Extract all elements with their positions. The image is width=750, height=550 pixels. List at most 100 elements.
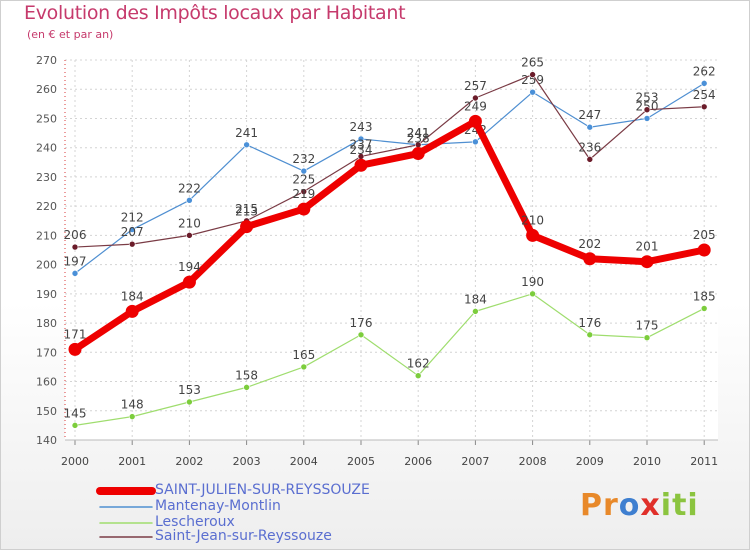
chart-subtitle: (en € et par an) [27,28,114,41]
data-point-mantenay-montlin [529,88,536,96]
data-label-lescheroux: 153 [178,383,201,397]
logo-part-x: x [640,488,661,523]
data-point-mantenay-montlin [71,270,79,277]
data-point-saint-julien-sur-reyssouze [411,147,425,161]
data-point-saint-julien-sur-reyssouze [697,243,711,257]
proxiti-logo: Proxiti [580,488,699,523]
series-line-saint-jean-sur-reyssouze [74,74,705,248]
chart-title: Evolution des Impôts locaux par Habitant [24,2,406,24]
data-label-saint-jean-sur-reyssouze: 207 [121,225,144,239]
data-point-mantenay-montlin [128,226,136,233]
data-label-saint-jean-sur-reyssouze: 253 [636,91,659,105]
y-tick-label: 190 [36,288,57,301]
data-point-lescheroux [71,422,79,429]
data-label-mantenay-montlin: 222 [178,181,201,195]
data-label-mantenay-montlin: 247 [578,108,601,122]
x-tick-label: 2011 [690,455,718,468]
data-label-saint-julien-sur-reyssouze: 234 [350,143,373,157]
data-label-saint-jean-sur-reyssouze: 225 [292,173,315,187]
data-label-saint-julien-sur-reyssouze: 194 [178,260,201,274]
data-point-saint-jean-sur-reyssouze [300,188,308,195]
series-line-mantenay-montlin [74,82,705,274]
data-point-lescheroux [414,372,422,379]
y-tick-label: 210 [36,229,57,242]
x-tick-label: 2007 [461,455,489,468]
logo-part-iti: iti [660,488,699,523]
data-label-saint-julien-sur-reyssouze: 210 [521,213,544,227]
data-point-saint-julien-sur-reyssouze [182,275,196,289]
data-label-saint-julien-sur-reyssouze: 201 [636,240,659,254]
y-tick-label: 170 [36,346,57,359]
data-point-lescheroux [586,331,594,339]
legend-label-lescheroux: Lescheroux [155,514,235,530]
x-tick-label: 2006 [404,455,432,468]
y-tick-label: 150 [36,405,57,418]
y-tick-label: 270 [36,54,57,67]
data-label-lescheroux: 175 [636,319,659,333]
x-tick-label: 2001 [118,455,146,468]
data-point-saint-julien-sur-reyssouze [68,342,82,356]
data-label-saint-julien-sur-reyssouze: 219 [292,187,315,201]
data-label-lescheroux: 158 [235,368,258,382]
y-tick-label: 140 [36,434,57,447]
x-tick-label: 2009 [576,455,604,468]
data-label-mantenay-montlin: 241 [235,126,258,140]
data-label-lescheroux: 145 [64,406,87,420]
data-point-mantenay-montlin [186,197,193,204]
data-point-saint-jean-sur-reyssouze [643,106,651,113]
data-point-mantenay-montlin [300,167,308,175]
y-tick-label: 200 [36,259,57,272]
data-point-saint-julien-sur-reyssouze [583,252,597,266]
data-label-saint-julien-sur-reyssouze: 184 [121,289,144,303]
data-point-saint-jean-sur-reyssouze [472,94,479,102]
data-label-lescheroux: 184 [464,292,487,306]
y-tick-label: 160 [36,376,57,389]
data-point-saint-julien-sur-reyssouze [240,220,254,234]
data-point-saint-jean-sur-reyssouze [700,103,708,111]
data-point-lescheroux [700,305,708,312]
data-point-saint-julien-sur-reyssouze [526,228,540,242]
plot-area [65,60,718,440]
data-point-lescheroux [472,308,479,315]
y-tick-label: 180 [36,317,57,330]
data-label-saint-jean-sur-reyssouze: 254 [693,88,716,102]
data-label-saint-jean-sur-reyssouze: 237 [350,137,373,151]
legend-label-saint-julien: SAINT-JULIEN-SUR-REYSSOUZE [155,482,370,498]
data-label-lescheroux: 176 [350,316,373,330]
data-label-lescheroux: 190 [521,275,544,289]
data-point-saint-julien-sur-reyssouze [468,114,482,128]
data-point-saint-jean-sur-reyssouze [186,232,193,239]
data-label-saint-julien-sur-reyssouze: 202 [578,237,601,251]
y-tick-label: 250 [36,112,57,125]
y-tick-label: 260 [36,83,57,96]
data-point-saint-jean-sur-reyssouze [529,71,536,78]
logo-part-o: o [618,488,641,523]
data-point-mantenay-montlin [586,123,594,131]
data-point-lescheroux [128,413,136,420]
data-label-mantenay-montlin: 241 [407,126,430,140]
data-point-lescheroux [529,290,536,298]
data-label-saint-jean-sur-reyssouze: 236 [578,140,601,154]
data-point-saint-jean-sur-reyssouze [71,243,79,251]
data-label-saint-julien-sur-reyssouze: 249 [464,99,487,113]
data-label-mantenay-montlin: 243 [350,120,373,134]
data-label-mantenay-montlin: 262 [693,64,716,78]
x-tick-label: 2010 [633,455,661,468]
data-label-saint-jean-sur-reyssouze: 257 [464,79,487,93]
legend-label-mantenay: Mantenay-Montlin [155,498,281,514]
data-label-saint-jean-sur-reyssouze: 265 [521,56,544,70]
data-label-saint-jean-sur-reyssouze: 241 [407,126,430,140]
y-tick-label: 230 [36,171,57,184]
data-label-saint-julien-sur-reyssouze: 238 [407,132,430,146]
data-label-lescheroux: 162 [407,357,430,371]
data-point-mantenay-montlin [472,138,479,146]
data-label-lescheroux: 176 [578,316,601,330]
y-tick-label: 220 [36,200,57,213]
legend-label-saint-jean: Saint-Jean-sur-Reyssouze [155,528,332,544]
data-label-saint-jean-sur-reyssouze: 210 [178,216,201,230]
x-tick-label: 2003 [233,455,261,468]
data-point-saint-jean-sur-reyssouze [586,156,594,163]
data-point-lescheroux [357,331,365,339]
data-point-saint-julien-sur-reyssouze [354,158,368,172]
